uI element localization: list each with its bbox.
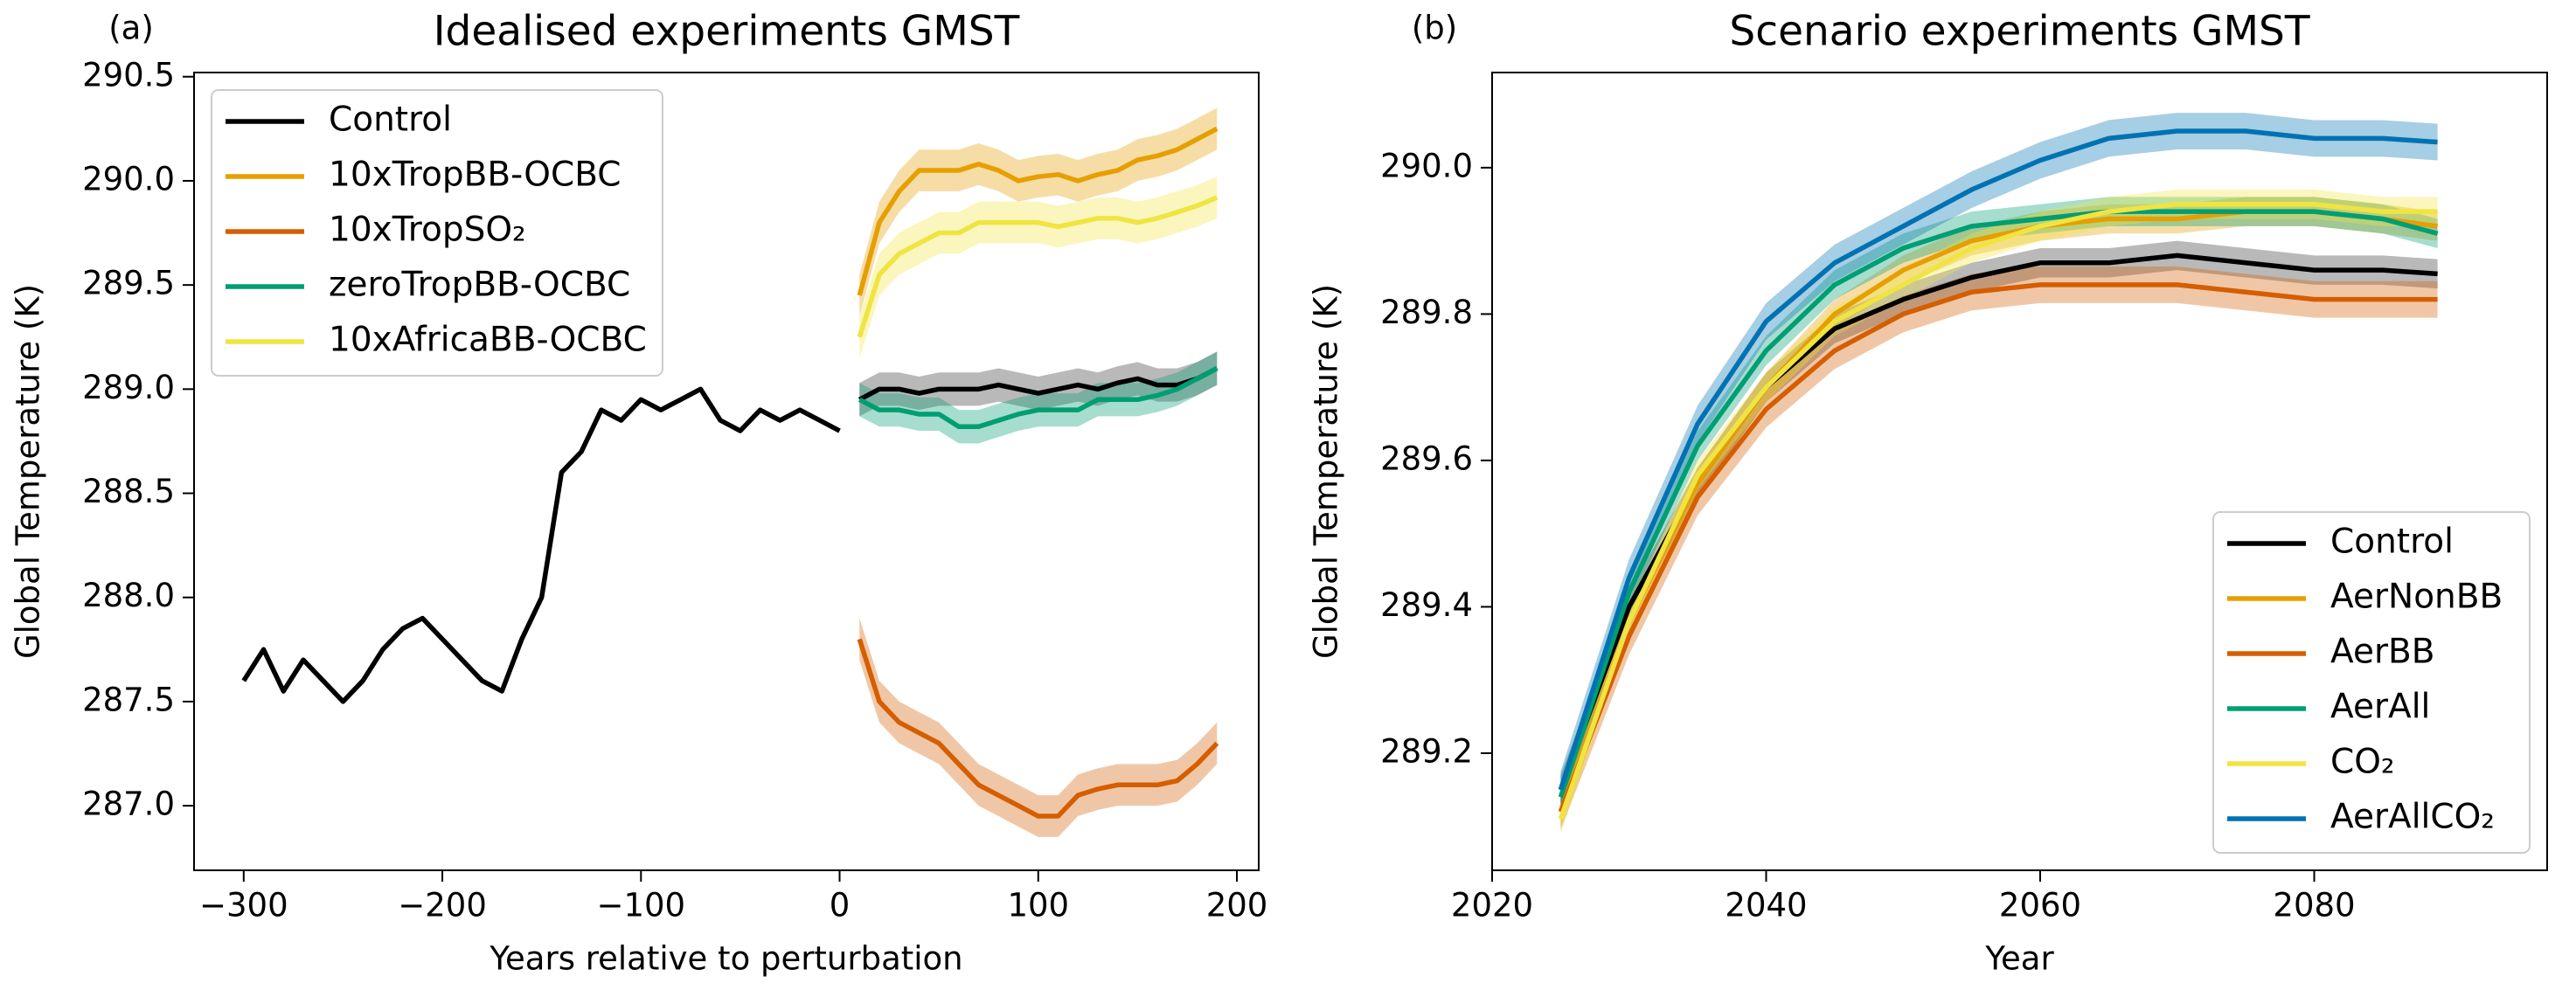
x-tick-label: −200	[398, 887, 487, 924]
legend-label: AerNonBB	[2330, 578, 2503, 617]
legend-label: zeroTropBB-OCBC	[329, 266, 630, 305]
panel-label: (a)	[108, 10, 154, 47]
y-axis-label: Global Temperature (K)	[1308, 284, 1345, 659]
chart-title: Scenario experiments GMST	[1729, 8, 2309, 56]
panel-label: (b)	[1412, 10, 1457, 47]
legend-frame	[211, 89, 663, 377]
y-tick-label: 290.5	[82, 56, 175, 93]
chart-title: Idealised experiments GMST	[434, 8, 1020, 56]
x-axis-label: Year	[1984, 940, 2054, 978]
legend-label: CO₂	[2330, 743, 2395, 782]
y-axis-label: Global Temperature (K)	[10, 284, 47, 659]
y-tick-label: 290.0	[1380, 147, 1473, 184]
x-tick-label: 2080	[2273, 887, 2355, 924]
uncertainty-band	[1560, 266, 2438, 830]
uncertainty-band	[859, 618, 1218, 837]
plot-area	[1558, 113, 2439, 834]
y-tick-label: 287.0	[82, 786, 175, 823]
legend-label: Control	[2330, 523, 2454, 562]
series-line	[1558, 128, 2438, 791]
y-tick-label: 288.0	[82, 577, 175, 614]
x-axis-label: Years relative to perturbation	[489, 940, 962, 978]
y-tick-label: 289.4	[1380, 586, 1473, 624]
series-line	[858, 366, 1219, 429]
legend-label: Control	[329, 100, 452, 140]
y-tick-label: 288.5	[82, 473, 175, 510]
y-tick-label: 289.0	[82, 369, 175, 406]
uncertainty-band	[1560, 197, 2438, 812]
y-tick-label: 290.0	[82, 160, 175, 197]
x-tick-label: 200	[1206, 887, 1268, 924]
axes-frame	[193, 72, 1260, 871]
series-line	[857, 195, 1219, 338]
x-tick-label: 100	[1007, 887, 1069, 924]
uncertainty-band	[859, 351, 1218, 417]
uncertainty-band	[859, 177, 1218, 358]
uncertainty-band	[859, 107, 1218, 316]
legend-label: 10xAfricaBB-OCBC	[329, 321, 647, 360]
y-tick-label: 287.5	[82, 681, 175, 718]
series-line	[241, 366, 1219, 704]
series-line	[1558, 202, 2438, 820]
series-line	[857, 638, 1219, 819]
y-tick-label: 289.5	[82, 265, 175, 302]
series-line	[1558, 209, 2439, 799]
legend-label: AerAll	[2330, 688, 2430, 727]
uncertainty-band	[1560, 240, 2438, 805]
y-tick-label: 289.2	[1380, 732, 1473, 770]
legend-label: 10xTropSO₂	[329, 211, 526, 250]
x-tick-label: −300	[199, 887, 288, 924]
y-tick-label: 289.8	[1380, 294, 1473, 331]
legend-label: AerAllCO₂	[2330, 798, 2495, 837]
legend-label: AerBB	[2330, 633, 2435, 672]
uncertainty-band	[859, 351, 1218, 444]
x-tick-label: −100	[596, 887, 685, 924]
axes-frame	[1491, 72, 2548, 871]
x-tick-label: 2060	[1999, 887, 2081, 924]
plot-area	[241, 107, 1219, 837]
series-line	[857, 126, 1219, 296]
x-tick-label: 2020	[1451, 887, 1533, 924]
x-tick-label: 0	[830, 887, 851, 924]
legend-label: 10xTropBB-OCBC	[329, 156, 621, 195]
x-tick-label: 2040	[1725, 887, 1807, 924]
y-tick-label: 289.6	[1380, 440, 1473, 477]
series-line	[1558, 282, 2438, 813]
